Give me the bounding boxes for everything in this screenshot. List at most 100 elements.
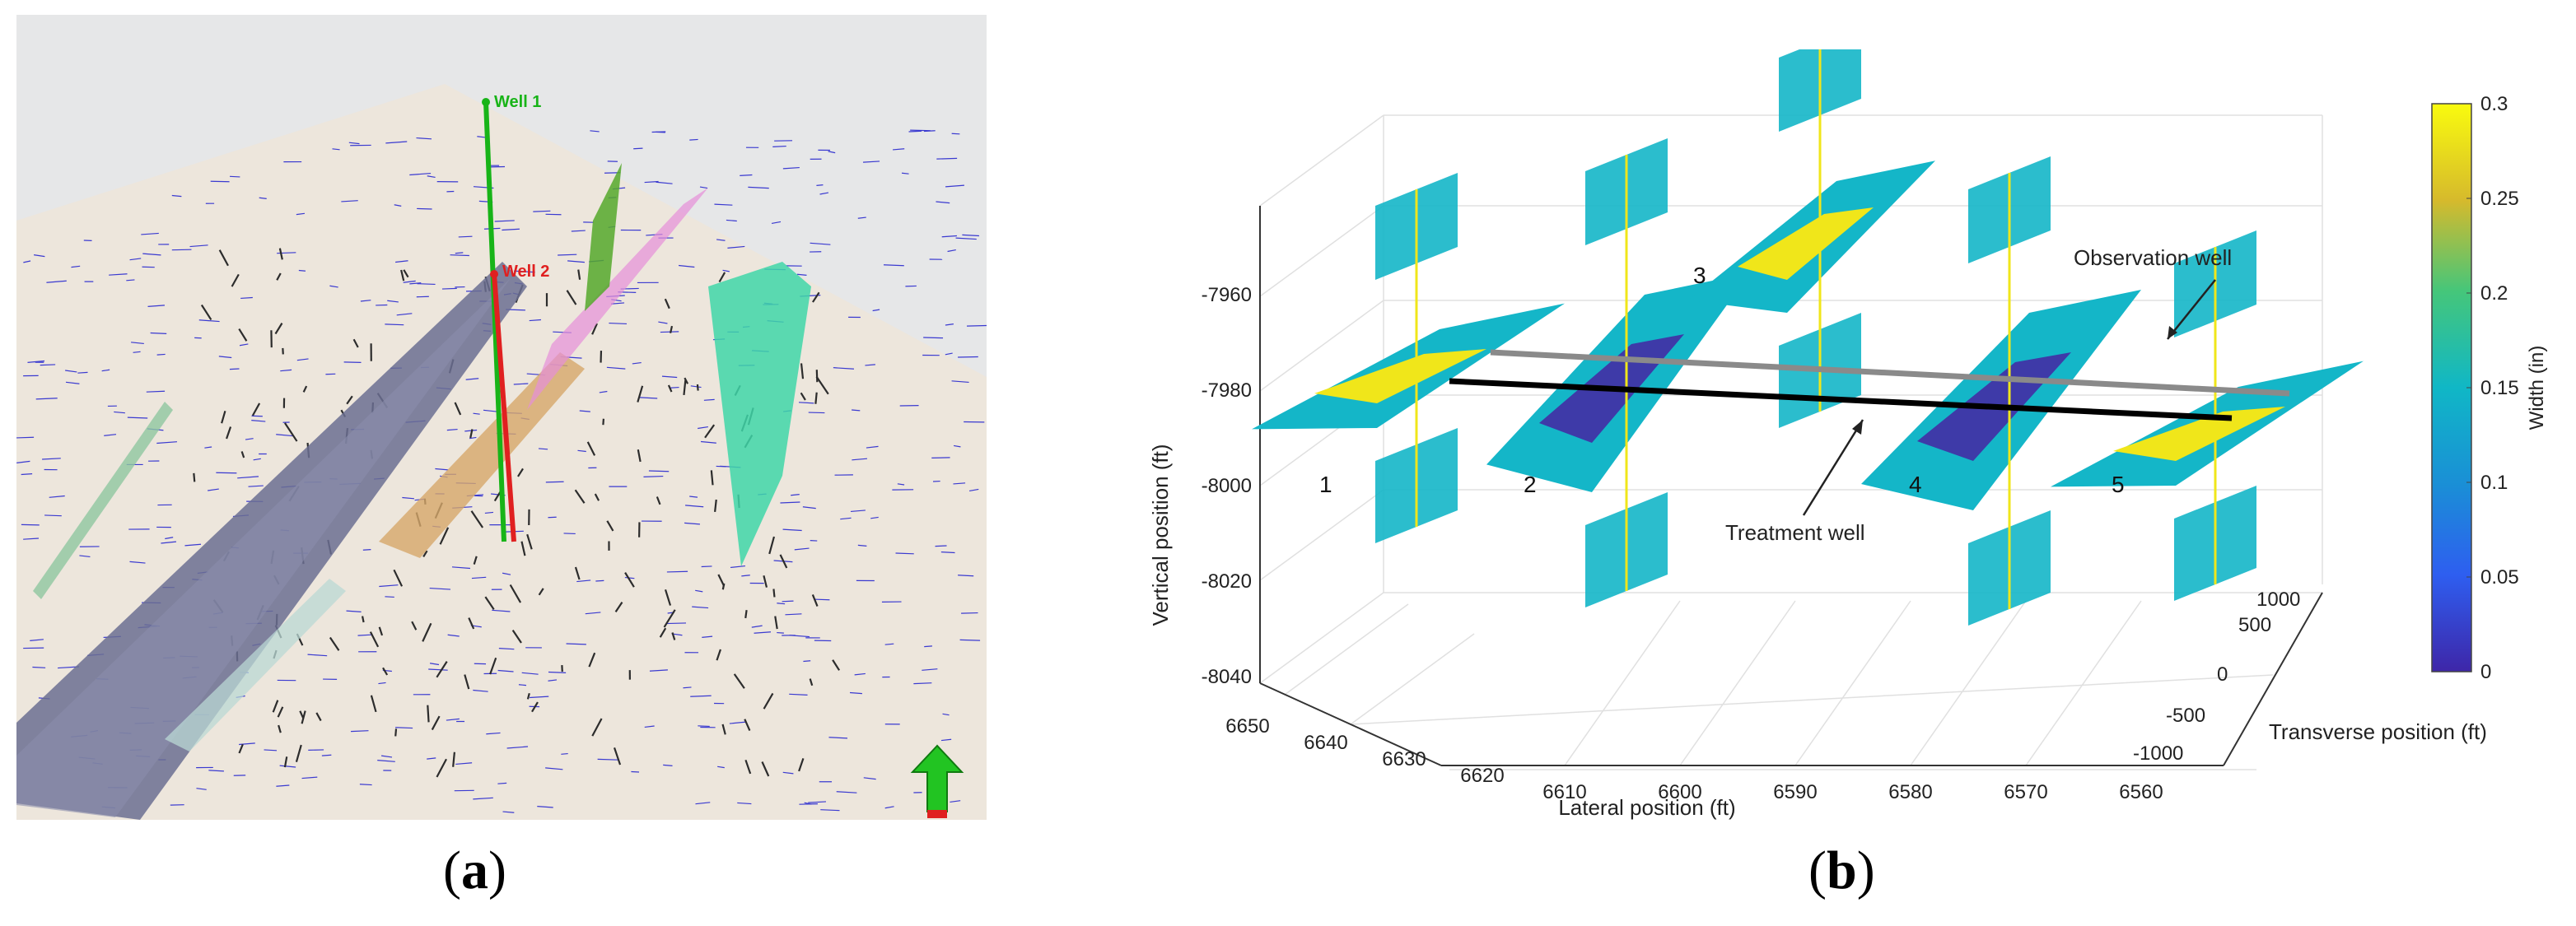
fracture-trace (208, 488, 219, 491)
fracture-trace (967, 324, 988, 327)
fracture-trace-dark (393, 569, 404, 587)
fracture-trace-dark (284, 422, 298, 442)
fracture-trace (683, 686, 692, 689)
fracture-trace-dark (238, 743, 244, 754)
panel-b-3d-fracture-plot: -7960 -7980 -8000 -8020 -8040 Vertical p… (1104, 25, 2561, 840)
fracture-trace (473, 412, 480, 415)
fracture-trace-dark (798, 758, 805, 772)
fracture-trace (563, 533, 576, 535)
x-tick-label: 6590 (1773, 781, 1817, 803)
y-tick-label: 0 (2217, 663, 2228, 686)
fracture-trace (417, 207, 432, 210)
fracture-trace (403, 280, 416, 283)
fracture-trace (941, 235, 957, 238)
fracture-trace-dark (272, 700, 279, 713)
x-tick-label: 6620 (1460, 765, 1504, 787)
fracture-trace (387, 300, 399, 303)
fracture-trace (161, 541, 177, 544)
fracture-trace-dark (422, 550, 428, 557)
fracture-trace-dark (231, 273, 240, 287)
fracture-trace (483, 409, 497, 412)
fracture-trace (377, 760, 395, 762)
treatment-well-annotation: Treatment well (1725, 520, 1865, 545)
fracture-trace (857, 216, 866, 219)
fracture-trace-dark (774, 616, 778, 630)
fracture-trace (961, 612, 978, 614)
fracture-trace (348, 142, 360, 145)
fracture-trace (726, 219, 737, 222)
fracture-label: 5 (2112, 472, 2125, 497)
fracture-trace (924, 645, 932, 648)
fracture-trace-dark (721, 724, 726, 735)
fracture-trace (147, 305, 165, 307)
fracture-trace (521, 672, 539, 675)
fracture-trace (229, 175, 240, 178)
fracture-trace (576, 579, 591, 583)
fracture-trace (771, 221, 782, 225)
treatment-well-arrow (1802, 419, 1864, 516)
fracture-trace-dark (744, 719, 751, 731)
fracture-trace-dark (602, 418, 604, 426)
fracture-trace (794, 547, 810, 551)
fracture-trace-dark (200, 304, 212, 321)
fracture-trace (951, 133, 960, 135)
fracture-trace-dark (295, 744, 302, 763)
fracture-width-band (1738, 207, 1874, 280)
fracture-trace-dark (763, 692, 774, 710)
fracture-trace-dark (772, 589, 776, 598)
fracture-trace (695, 802, 711, 805)
fracture-trace (849, 691, 862, 695)
fracture-trace (850, 510, 866, 513)
fracture-trace-dark (591, 718, 603, 737)
fracture-trace (341, 200, 358, 202)
fracture-trace-dark (251, 403, 261, 416)
fracture-trace (940, 738, 952, 742)
fracture-trace-dark (779, 554, 788, 569)
fracture-width-band (1314, 349, 1486, 403)
fracture-trace (435, 468, 449, 471)
fracture-trace-dark (511, 629, 522, 644)
fracture-trace (447, 634, 460, 637)
fracture-trace-dark (452, 752, 455, 767)
fracture-trace-dark (403, 269, 409, 278)
fracture-trace (150, 332, 167, 334)
fracture-trace (298, 269, 306, 272)
fracture-trace (785, 613, 802, 616)
fracture-trace (947, 249, 956, 253)
fracture-trace (35, 398, 58, 400)
fracture-trace-dark (469, 429, 474, 439)
fracture-trace (21, 523, 40, 526)
fracture-trace (828, 151, 836, 154)
fracture-trace (417, 283, 436, 286)
fracture-trace (678, 264, 695, 268)
fracture-trace (936, 201, 950, 204)
fracture-trace-dark (470, 510, 484, 528)
fracture-trace-dark (809, 678, 814, 686)
fracture-trace (237, 476, 259, 479)
fracture-trace (44, 514, 62, 517)
fracture-trace (455, 762, 473, 765)
fracture-trace (30, 639, 44, 642)
x-tick-label: 6560 (2119, 781, 2163, 803)
fracture-trace-dark (382, 667, 389, 676)
fracture-trace (416, 295, 429, 298)
fracture-trace-dark (301, 710, 306, 724)
fracture-trace (359, 784, 372, 786)
fracture-trace (451, 566, 471, 570)
fracture-trace (656, 181, 673, 184)
fracture-trace-dark (370, 695, 377, 713)
fracture-trace-dark (670, 325, 674, 333)
fracture-trace-dark (811, 594, 819, 607)
fracture-trace-dark (221, 411, 226, 424)
fracture-trace (695, 589, 703, 593)
colorbar-tick-labels: 0.3 0.25 0.2 0.15 0.1 0.05 0 (2466, 93, 2519, 683)
fracture-trace-dark (464, 674, 470, 690)
fracture-trace (131, 342, 144, 345)
fracture-trace (427, 757, 436, 760)
fracture-trace (379, 584, 399, 588)
fracture-trace (473, 689, 488, 692)
fracture-trace (253, 458, 261, 461)
fracture-trace (394, 204, 402, 207)
fracture-trace-dark (468, 617, 475, 630)
fracture-trace (189, 244, 208, 248)
